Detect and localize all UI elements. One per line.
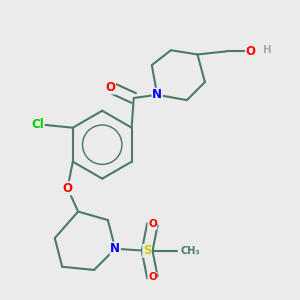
Text: O: O <box>148 272 157 282</box>
Text: O: O <box>148 219 157 229</box>
Text: O: O <box>105 81 116 94</box>
Text: CH₃: CH₃ <box>180 246 200 256</box>
Text: O: O <box>62 182 73 195</box>
Text: O: O <box>245 45 256 58</box>
Text: Cl: Cl <box>32 118 44 131</box>
Text: H: H <box>263 45 272 55</box>
Text: N: N <box>110 242 120 255</box>
Text: N: N <box>152 88 162 101</box>
Text: S: S <box>143 244 152 257</box>
